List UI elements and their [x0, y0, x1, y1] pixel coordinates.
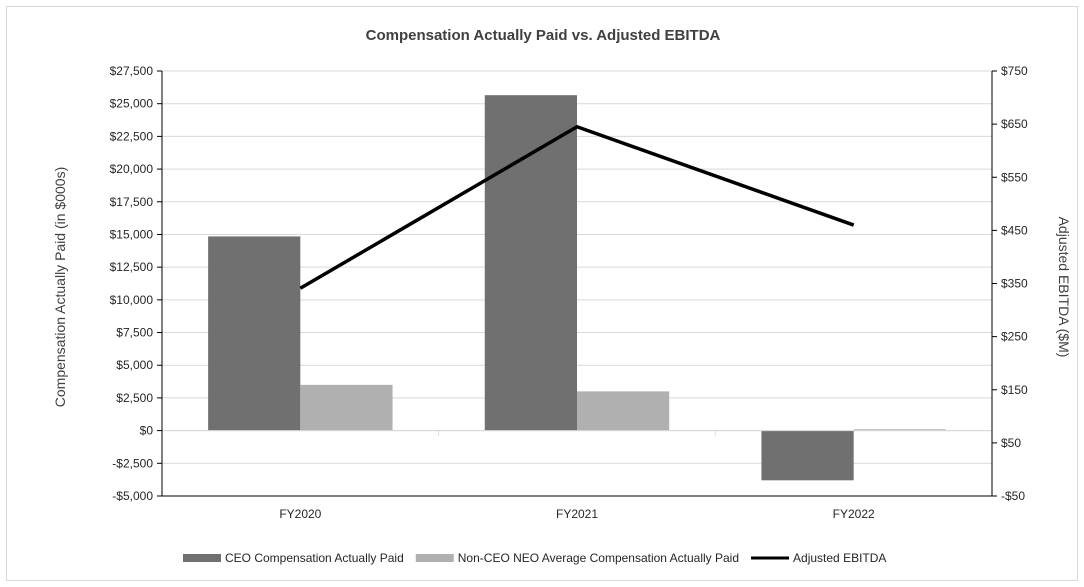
- bar: [484, 95, 577, 431]
- legend-label: Adjusted EBITDA: [793, 551, 886, 565]
- y-tick-label: $0: [140, 424, 154, 438]
- legend-label: Non-CEO NEO Average Compensation Actuall…: [458, 551, 739, 565]
- x-tick-label: FY2021: [556, 507, 598, 521]
- bar: [208, 236, 301, 431]
- legend-swatch: [415, 554, 454, 562]
- y2-tick-label: $450: [1001, 223, 1028, 237]
- legend: CEO Compensation Actually Paid Non-CEO NE…: [183, 551, 886, 565]
- y-tick-label: $22,500: [110, 129, 154, 143]
- zero-line-group: [161, 430, 993, 436]
- bar: [853, 429, 946, 431]
- y2-tick-label: $150: [1001, 383, 1028, 397]
- y-tick-label: $15,000: [110, 227, 154, 241]
- right-tick-labels: $750 $650 $550 $450 $350 $250 $150 $50 -$50: [1001, 64, 1028, 503]
- y-tick-label: -$2,500: [112, 456, 153, 470]
- chart-frame: Compensation Actually Paid vs. Adjusted …: [6, 6, 1078, 581]
- y-axis-title: Compensation Actually Paid (in $000s): [52, 167, 68, 407]
- y2-tick-label: $50: [1001, 436, 1021, 450]
- x-tick-labels: FY2020 FY2021 FY2022: [279, 507, 875, 521]
- y2-axis-title: Adjusted EBITDA ($M): [1056, 217, 1072, 358]
- y-tick-label: $5,000: [116, 358, 153, 372]
- y-tick-label: $25,000: [110, 97, 154, 111]
- y2-tick-label: -$50: [1001, 489, 1025, 503]
- y2-tick-label: $350: [1001, 277, 1028, 291]
- y-tick-label: $7,500: [116, 326, 153, 340]
- ebitda-line: [299, 125, 855, 290]
- legend-label: CEO Compensation Actually Paid: [225, 551, 404, 565]
- y2-tick-label: $750: [1001, 64, 1028, 78]
- line-group: [299, 125, 855, 290]
- left-tick-labels: $27,500 $25,000 $22,500 $20,000 $17,500 $15,0…: [110, 64, 154, 503]
- legend-swatch: [183, 554, 221, 562]
- y2-tick-label: $550: [1001, 170, 1028, 184]
- y-tick-label: $10,000: [110, 293, 154, 307]
- y-tick-label: -$5,000: [112, 489, 153, 503]
- y2-tick-label: $650: [1001, 117, 1028, 131]
- y-tick-label: $2,500: [116, 391, 153, 405]
- y-tick-label: $27,500: [110, 64, 154, 78]
- bar: [761, 430, 854, 481]
- axes-group: [157, 70, 997, 497]
- bars-group: [208, 95, 946, 481]
- x-tick-label: FY2022: [833, 507, 875, 521]
- y-tick-label: $17,500: [110, 195, 154, 209]
- y-tick-label: $20,000: [110, 162, 154, 176]
- bar: [300, 384, 393, 431]
- chart-canvas: Compensation Actually Paid vs. Adjusted …: [52, 27, 1072, 565]
- y-tick-label: $12,500: [110, 260, 154, 274]
- chart-title: Compensation Actually Paid vs. Adjusted …: [366, 27, 721, 44]
- bar: [577, 391, 670, 431]
- x-tick-label: FY2020: [279, 507, 321, 521]
- y2-tick-label: $250: [1001, 330, 1028, 344]
